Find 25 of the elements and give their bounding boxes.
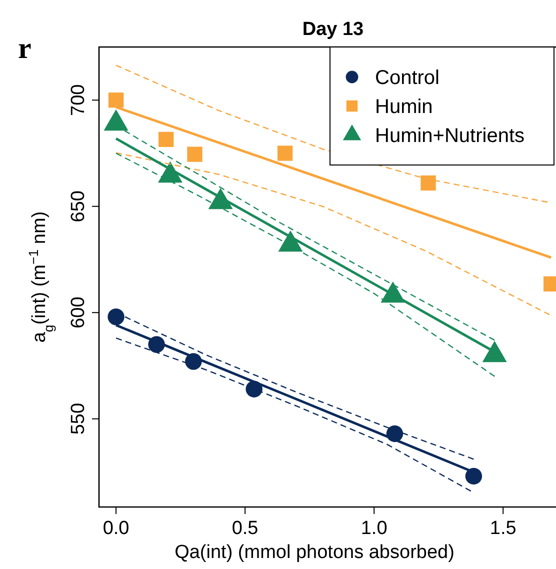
point <box>277 146 293 161</box>
y-tick-label: 700 <box>68 84 89 116</box>
x-tick-label: 1.5 <box>490 518 516 539</box>
point <box>465 468 482 485</box>
x-tick-label: 0.5 <box>232 518 258 539</box>
chart-title: Day 13 <box>302 19 364 40</box>
point <box>187 146 202 162</box>
point <box>158 132 174 148</box>
y-tick-label: 650 <box>68 190 89 222</box>
x-tick-label: 0.0 <box>102 518 130 539</box>
line-series <box>115 152 550 316</box>
legend-label: Humin <box>375 96 433 118</box>
point <box>108 92 124 108</box>
line-series <box>115 64 548 203</box>
line-series <box>115 152 496 377</box>
x-axis-title: Qa(int) (mmol photons absorbed) <box>174 542 454 563</box>
line-series <box>115 337 472 492</box>
y-tick-label: 550 <box>68 402 89 435</box>
point <box>108 308 124 326</box>
text: r <box>18 32 32 65</box>
y-tick-label: 600 <box>68 296 89 328</box>
x-tick-label: 1.0 <box>360 518 388 539</box>
legend-label: Control <box>375 67 440 89</box>
point <box>420 175 436 191</box>
legend-label: Humin+Nutrients <box>375 125 525 147</box>
